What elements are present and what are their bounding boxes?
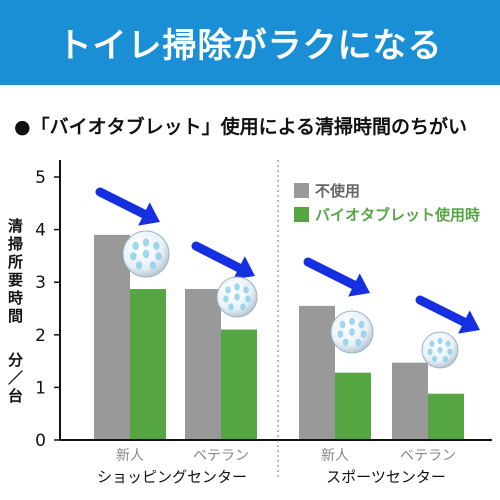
y-tick-label: 2 — [35, 326, 46, 346]
x-category-label: 新人 — [116, 448, 144, 464]
bar-unused — [94, 234, 130, 440]
x-category-label: ベテラン — [400, 448, 456, 464]
tablet-ball-icon — [421, 331, 459, 369]
x-group-label: スポーツセンター — [326, 468, 446, 486]
bar-unused — [299, 305, 335, 440]
bar-unused — [185, 289, 221, 440]
legend-swatch-tablet — [294, 206, 309, 222]
y-tick-label: 5 — [35, 168, 46, 188]
bar-unused — [392, 362, 428, 440]
legend-item-unused: 不使用 — [294, 178, 480, 202]
bar-tablet — [221, 329, 257, 440]
y-axis-title: 清掃所要時間 — [6, 218, 24, 326]
bar-tablet — [428, 393, 464, 440]
y-tick-label: 0 — [35, 431, 46, 451]
x-group-label: ショッピングセンター — [97, 468, 247, 486]
x-category-label: 新人 — [321, 448, 349, 464]
y-axis-unit: 分／台 — [6, 352, 24, 407]
legend-swatch-unused — [294, 182, 309, 198]
banner-title: トイレ掃除がラクになる — [57, 26, 443, 66]
y-tick-label: 4 — [35, 221, 46, 241]
tablet-ball-icon — [216, 276, 258, 318]
blue-arrow-icon — [191, 241, 255, 280]
y-tick-label: 3 — [35, 273, 46, 293]
chart-legend: 不使用 バイオタブレット使用時 — [294, 178, 480, 226]
bar-tablet — [130, 289, 166, 440]
y-tick-label: 1 — [35, 378, 46, 398]
chart-title: ●「バイオタブレット」使用による清掃時間のちがい — [14, 116, 468, 138]
tablet-ball-icon — [330, 310, 374, 354]
blue-arrow-icon — [415, 295, 480, 334]
blue-arrow-icon — [95, 187, 160, 226]
x-category-label: ベテラン — [193, 448, 249, 464]
legend-label-tablet: バイオタブレット使用時 — [315, 205, 481, 224]
tablet-ball-icon — [122, 230, 170, 278]
blue-arrow-icon — [303, 257, 370, 297]
header-banner: トイレ掃除がラクになる — [0, 0, 500, 85]
legend-label-unused: 不使用 — [315, 181, 361, 200]
y-axis-label: 清掃所要時間 分／台 — [2, 218, 26, 406]
bar-tablet — [335, 372, 371, 440]
legend-item-tablet: バイオタブレット使用時 — [294, 202, 480, 226]
